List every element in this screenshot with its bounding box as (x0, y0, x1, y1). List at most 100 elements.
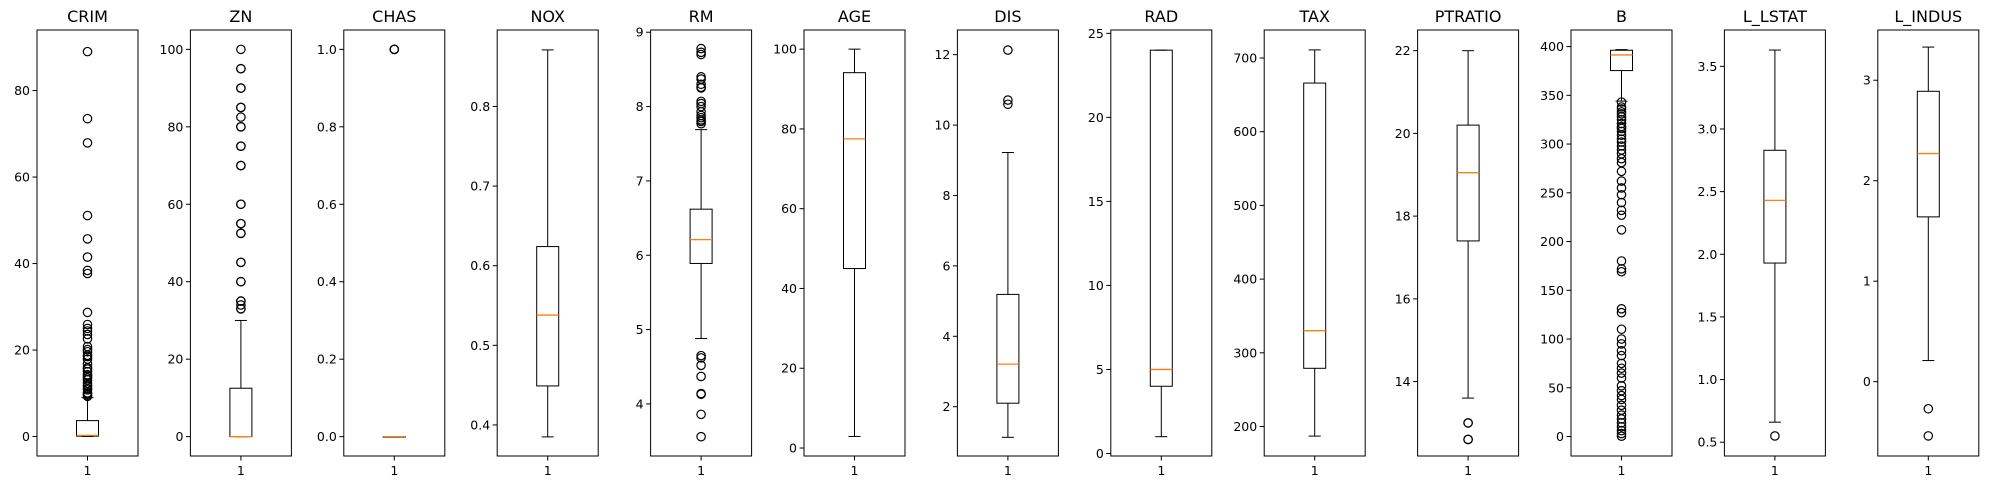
outlier-point (1616, 390, 1627, 401)
y-tick-label: 6 (636, 248, 644, 263)
outlier-point (1616, 368, 1627, 378)
outlier-point (1616, 183, 1627, 193)
outlier-point (236, 63, 246, 74)
outlier-point (236, 296, 246, 306)
y-tick-label: 0 (1096, 446, 1104, 461)
outlier-point (82, 364, 93, 374)
subplot-rad: RAD 0 5 10 15 20 25 1 (1088, 7, 1213, 478)
axes-frame (343, 29, 446, 457)
iqr-box (1303, 82, 1327, 369)
outlier-point (696, 118, 706, 129)
y-tick-label: 22 (1395, 43, 1411, 58)
outlier-point (236, 122, 246, 132)
subplot-zn: ZN 0 20 40 60 80 100 1 (160, 7, 292, 478)
y-tick-label: 0.8 (317, 119, 337, 134)
y-tick-label: 25 (1088, 26, 1104, 41)
outlier-point (1463, 434, 1473, 445)
y-tick-label: 1.0 (317, 42, 337, 57)
y-tick-label: 150 (1540, 283, 1564, 298)
outlier-point (1616, 345, 1627, 356)
subplot-title: CRIM (67, 7, 108, 26)
y-tick-label: 60 (14, 170, 30, 185)
outlier-point (82, 319, 93, 330)
y-tick-label: 4 (636, 396, 644, 411)
outlier-point (1616, 123, 1627, 134)
y-tick-label: 0.2 (317, 352, 337, 367)
subplot-title: B (1616, 7, 1627, 26)
outlier-point (82, 329, 93, 340)
y-tick-label: 0.4 (317, 274, 337, 289)
y-tick-label: 2 (942, 399, 950, 414)
outlier-point (1616, 324, 1627, 335)
outlier-point (1616, 126, 1627, 137)
outlier-point (1003, 45, 1013, 55)
outlier-point (236, 257, 246, 268)
outlier-point (1616, 104, 1627, 114)
y-tick-label: 400 (1540, 39, 1564, 54)
y-tick-label: 6 (942, 258, 950, 273)
subplot-title: TAX (1298, 7, 1329, 26)
y-tick-label: 10 (934, 118, 950, 133)
outlier-point (1616, 118, 1627, 129)
x-tick-label: 1 (544, 463, 552, 478)
x-tick-label: 1 (1004, 463, 1012, 478)
x-tick-label: 1 (697, 463, 705, 478)
outlier-point (82, 138, 93, 148)
y-tick-label: 0.5 (1698, 435, 1718, 450)
outlier-point (1616, 210, 1627, 221)
outlier-point (82, 333, 93, 344)
x-tick-label: 1 (1311, 463, 1319, 478)
y-tick-label: 5 (1096, 362, 1104, 377)
y-tick-label: 300 (1233, 345, 1257, 360)
outlier-point (82, 265, 93, 276)
outlier-point (236, 160, 246, 171)
outlier-point (1616, 400, 1627, 411)
outlier-point (236, 141, 246, 151)
y-tick-label: 2.5 (1698, 184, 1718, 199)
y-tick-label: 100 (160, 42, 184, 57)
outlier-point (82, 210, 93, 221)
outlier-point (236, 44, 246, 55)
y-tick-label: 700 (1233, 51, 1257, 66)
outlier-point (389, 44, 400, 55)
iqr-box (1763, 149, 1787, 264)
subplot-rm: RM 4 5 6 7 8 9 1 (636, 7, 753, 478)
y-tick-label: 0.0 (317, 429, 337, 444)
subplot-tax: TAX 200 300 400 500 600 700 1 (1233, 7, 1366, 478)
outlier-point (82, 385, 93, 395)
y-tick-label: 12 (934, 47, 950, 62)
subplot-chas: CHAS 0.0 0.2 0.4 0.6 0.8 1.0 1 (317, 7, 446, 478)
outlier-point (1616, 109, 1627, 119)
x-tick-label: 1 (851, 463, 859, 478)
y-tick-label: 40 (167, 274, 183, 289)
outlier-point (1616, 421, 1627, 432)
axes-frame (189, 29, 292, 457)
outlier-point (1616, 97, 1627, 107)
y-tick-label: 3.5 (1698, 59, 1718, 74)
outlier-point (1616, 130, 1627, 141)
outlier-point (1616, 166, 1627, 177)
outlier-point (1616, 405, 1627, 415)
x-tick-label: 1 (1771, 463, 1779, 478)
y-tick-label: 250 (1540, 185, 1564, 200)
outlier-point (82, 391, 93, 402)
outlier-point (82, 307, 93, 318)
y-tick-label: 60 (781, 201, 797, 216)
y-tick-label: 80 (781, 121, 797, 136)
outlier-point (82, 359, 93, 369)
y-tick-label: 0.8 (470, 99, 490, 114)
subplot-b: B 0 50 100 150 200 250 300 350 400 1 (1540, 7, 1673, 478)
outlier-point (1616, 264, 1627, 274)
outlier-point (1616, 225, 1627, 235)
outlier-point (1616, 414, 1627, 424)
y-tick-label: 18 (1395, 209, 1411, 224)
y-tick-label: 40 (781, 281, 797, 296)
outlier-point (1616, 205, 1627, 216)
y-tick-label: 3.0 (1698, 121, 1718, 136)
subplot-l-lstat: L_LSTAT 0.5 1.0 1.5 2.0 2.5 3.0 3.5 1 (1698, 7, 1826, 478)
outlier-point (82, 326, 93, 336)
y-tick-label: 0 (789, 441, 797, 456)
y-tick-label: 9 (636, 25, 644, 40)
subplot-title: RM (689, 7, 714, 26)
outlier-point (236, 112, 246, 122)
